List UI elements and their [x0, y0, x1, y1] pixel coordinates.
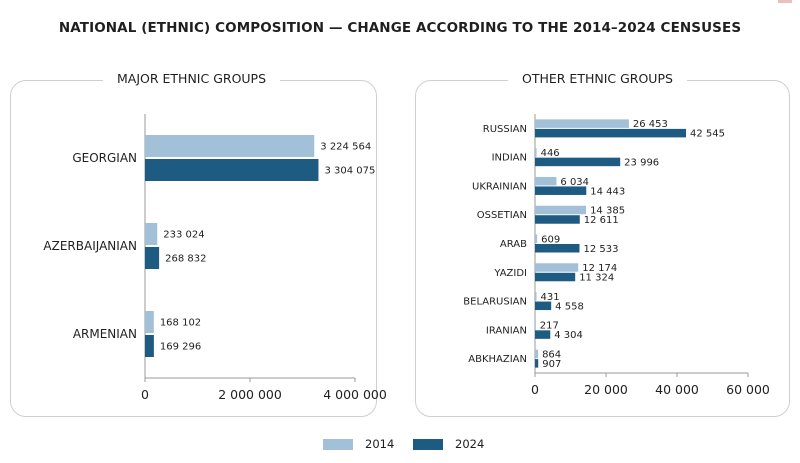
major-groups-title: MAJOR ETHNIC GROUPS: [103, 71, 281, 86]
legend-swatch-2024: [413, 438, 443, 450]
legend-label-2014: 2014: [365, 437, 395, 451]
legend: 2014 2024: [0, 437, 800, 453]
page-title: NATIONAL (ETHNIC) COMPOSITION — CHANGE A…: [58, 20, 742, 36]
major-groups-panel: MAJOR ETHNIC GROUPS: [10, 71, 377, 417]
legend-item-2014: 2014: [323, 437, 394, 451]
other-groups-title: OTHER ETHNIC GROUPS: [508, 71, 687, 86]
corner-accent: [778, 0, 792, 3]
other-groups-panel: OTHER ETHNIC GROUPS: [415, 71, 790, 417]
legend-item-2024: 2024: [413, 437, 484, 451]
legend-swatch-2014: [323, 438, 353, 450]
legend-label-2024: 2024: [455, 437, 485, 451]
